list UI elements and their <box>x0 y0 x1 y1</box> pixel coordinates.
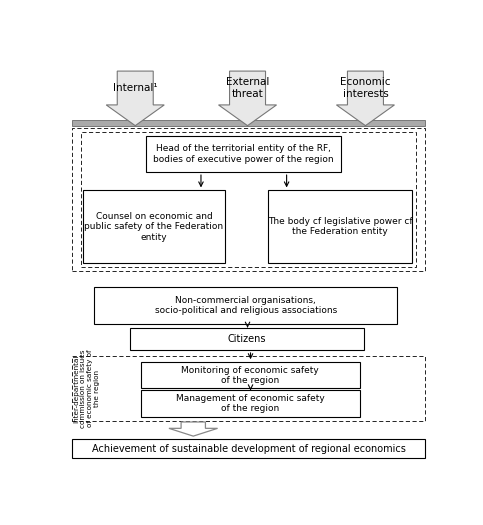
Text: Counsel on economic and
public safety of the Federation
entity: Counsel on economic and public safety of… <box>85 212 224 242</box>
Polygon shape <box>337 71 395 125</box>
FancyBboxPatch shape <box>81 132 416 267</box>
Text: Achievement of sustainable development of regional economics: Achievement of sustainable development o… <box>92 444 405 454</box>
Polygon shape <box>218 71 277 125</box>
FancyBboxPatch shape <box>83 191 225 263</box>
FancyBboxPatch shape <box>268 191 412 263</box>
Text: Head of the territorial entity of the RF,
bodies of executive power of the regio: Head of the territorial entity of the RF… <box>154 144 334 164</box>
FancyBboxPatch shape <box>94 287 397 324</box>
Text: The body cf legislative power cf
the Federation entity: The body cf legislative power cf the Fed… <box>268 217 412 236</box>
Text: Monitoring of economic safety
of the region: Monitoring of economic safety of the reg… <box>182 365 319 385</box>
Text: External
threat: External threat <box>226 77 269 99</box>
FancyBboxPatch shape <box>141 391 360 417</box>
FancyBboxPatch shape <box>146 136 341 172</box>
FancyBboxPatch shape <box>71 128 426 271</box>
FancyBboxPatch shape <box>71 439 426 458</box>
FancyBboxPatch shape <box>71 356 426 421</box>
Text: Economic
interests: Economic interests <box>340 77 391 99</box>
Bar <box>71 120 426 125</box>
Text: Internal¹: Internal¹ <box>113 83 157 93</box>
Text: Inter-departmental
commission on issues
of economic safety of
the region: Inter-departmental commission on issues … <box>73 349 100 428</box>
FancyBboxPatch shape <box>129 328 364 350</box>
Polygon shape <box>106 71 164 125</box>
Text: Non-commercial organisations,
socio-political and religious associations: Non-commercial organisations, socio-poli… <box>155 296 337 315</box>
FancyBboxPatch shape <box>141 362 360 388</box>
Text: Citizens: Citizens <box>227 334 266 344</box>
Polygon shape <box>169 422 217 436</box>
Text: Management of economic safety
of the region: Management of economic safety of the reg… <box>176 394 325 413</box>
